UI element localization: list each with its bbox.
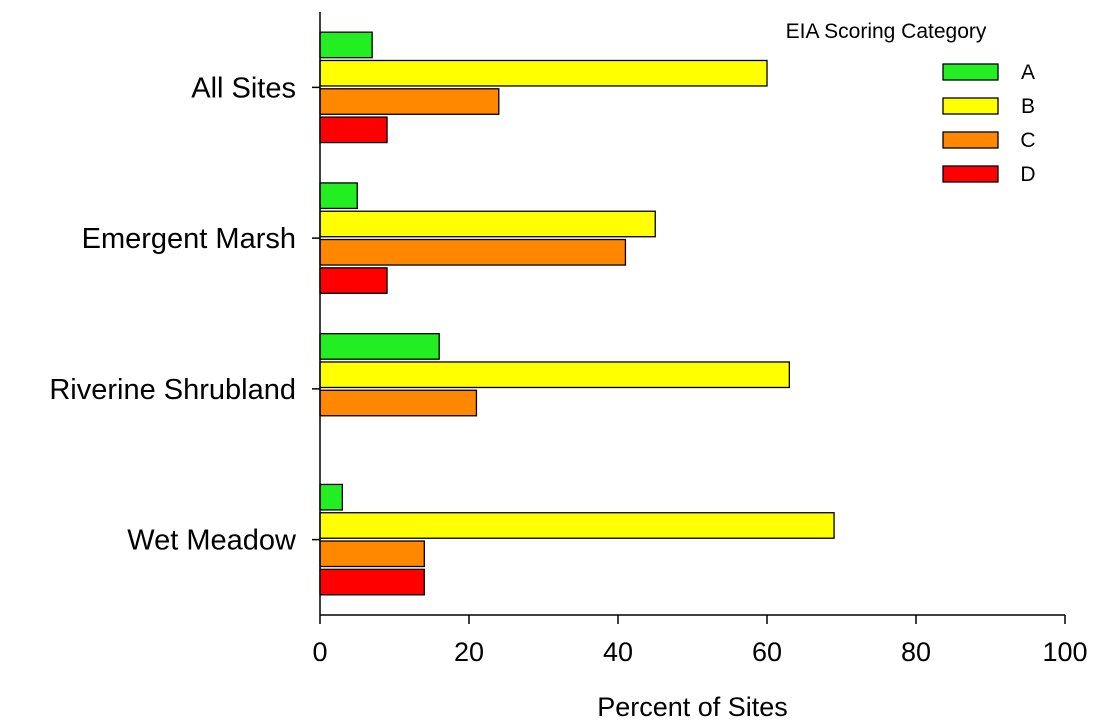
y-category-label: Emergent Marsh: [82, 223, 296, 255]
bar-riverine-shrubland-c: [319, 389, 478, 417]
bar-wet-meadow-b: [319, 512, 835, 539]
y-category-label: All Sites: [191, 72, 296, 104]
legend-swatch-c: [942, 131, 999, 149]
axes-group: [319, 12, 1065, 616]
x-tick-label: 40: [603, 637, 633, 667]
y-ticks-group: All Sites Emergent Marsh Riverine Shrublan…: [49, 72, 320, 557]
legend-label-b: B: [1021, 95, 1035, 118]
x-ticks-group: 0 20 40 60 80 100: [312, 615, 1088, 667]
x-axis-title: Percent of Sites: [597, 692, 788, 721]
legend-label-c: C: [1020, 129, 1035, 152]
legend-title: EIA Scoring Category: [786, 20, 987, 43]
bar-wet-meadow-a: [319, 483, 344, 511]
x-tick-label: 100: [1042, 637, 1087, 667]
bar-emergent-marsh-c: [319, 238, 627, 266]
bar-all-sites-d: [319, 116, 388, 144]
legend-label-a: A: [1021, 61, 1035, 84]
legend-swatch-d: [942, 165, 999, 183]
legend-label-d: D: [1020, 163, 1035, 186]
bar-emergent-marsh-b: [319, 210, 656, 238]
bar-all-sites-a: [319, 31, 373, 59]
y-category-label: Riverine Shrubland: [49, 374, 296, 406]
bar-riverine-shrubland-a: [319, 333, 440, 360]
x-tick-label: 20: [454, 637, 484, 667]
x-tick-label: 0: [312, 637, 327, 667]
legend-swatch-b: [942, 97, 999, 115]
bars-group: [319, 31, 835, 596]
legend-swatch-a: [942, 63, 999, 81]
bar-riverine-shrubland-b: [319, 361, 791, 389]
bar-all-sites-b: [319, 59, 768, 87]
bar-emergent-marsh-d: [319, 267, 388, 294]
bar-wet-meadow-d: [319, 568, 425, 596]
x-tick-label: 60: [752, 637, 782, 667]
y-category-label: Wet Meadow: [127, 525, 297, 557]
bar-all-sites-c: [319, 88, 500, 115]
x-tick-label: 80: [901, 637, 931, 667]
bar-wet-meadow-c: [319, 540, 425, 568]
bar-emergent-marsh-a: [319, 182, 358, 210]
